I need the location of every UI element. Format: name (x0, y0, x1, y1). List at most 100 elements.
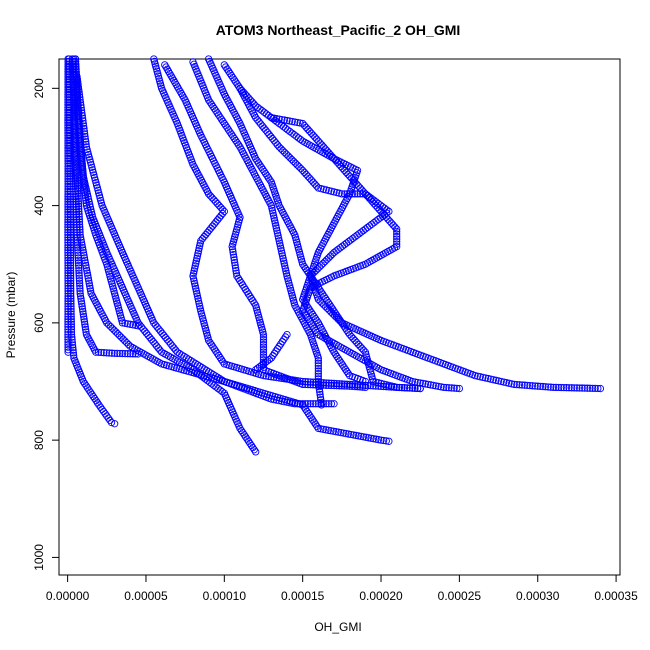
data-point (302, 123, 310, 132)
data-point (263, 128, 272, 136)
data-point (67, 279, 75, 287)
data-point (82, 328, 90, 336)
data-point (78, 152, 86, 160)
data-point (81, 320, 89, 328)
data-point (244, 290, 253, 298)
data-point (338, 382, 346, 390)
data-point (71, 122, 79, 130)
data-point (66, 241, 75, 249)
data-point (171, 346, 180, 354)
data-point (342, 429, 350, 438)
data-point (218, 376, 226, 384)
data-point (110, 326, 118, 334)
data-point (434, 382, 443, 391)
data-point (71, 145, 80, 154)
data-point (340, 382, 349, 390)
data-point (413, 378, 422, 387)
data-point (325, 400, 333, 408)
data-point (64, 182, 72, 191)
data-point (299, 166, 307, 175)
data-point (250, 299, 258, 307)
y-tick-label: 200 (32, 78, 46, 98)
data-point (281, 333, 290, 341)
data-point (66, 251, 75, 259)
data-point (367, 434, 375, 442)
x-tick-label: 0.00005 (124, 589, 168, 603)
data-point (314, 375, 322, 383)
x-tick-label: 0.00015 (281, 589, 325, 603)
data-point (240, 283, 248, 291)
data-point (80, 315, 88, 323)
data-point (306, 400, 315, 408)
data-point (268, 134, 277, 143)
data-point (147, 335, 156, 344)
data-point (262, 372, 270, 380)
data-point (270, 137, 278, 145)
data-point (315, 383, 323, 391)
data-point (351, 382, 359, 391)
data-point (453, 384, 461, 392)
data-point (75, 119, 83, 127)
data-point (146, 333, 154, 342)
data-point (481, 374, 490, 382)
data-point (66, 246, 75, 254)
data-point (74, 187, 82, 195)
data-point (75, 269, 83, 277)
data-point (505, 379, 513, 387)
data-point (355, 230, 363, 238)
data-point (76, 292, 85, 300)
data-point (160, 331, 168, 340)
data-point (324, 254, 333, 262)
data-point (216, 386, 224, 394)
data-point (74, 195, 82, 203)
data-point (349, 334, 357, 343)
data-point (71, 143, 80, 151)
data-point (282, 150, 291, 158)
data-point (332, 247, 340, 255)
data-point (78, 114, 87, 122)
data-point (70, 117, 79, 125)
data-point (156, 327, 165, 335)
data-point (66, 254, 75, 262)
data-point (214, 384, 222, 393)
data-point (528, 382, 537, 390)
data-point (110, 420, 119, 428)
data-point (86, 284, 94, 293)
data-point (67, 312, 75, 321)
data-point (322, 400, 330, 408)
data-point (81, 256, 89, 265)
data-point (71, 138, 79, 146)
data-point (231, 261, 239, 269)
data-point (330, 400, 338, 408)
data-point (65, 113, 74, 122)
data-point (76, 129, 84, 137)
data-point (343, 382, 351, 390)
data-point (349, 431, 358, 439)
data-point (384, 215, 392, 223)
data-point (142, 329, 151, 337)
data-point (393, 225, 401, 233)
data-point (121, 349, 129, 358)
data-point (105, 349, 113, 357)
data-point (523, 381, 531, 390)
chart-title: ATOM3 Northeast_Pacific_2 OH_GMI (216, 22, 461, 38)
data-point (68, 341, 77, 349)
data-point (364, 434, 373, 442)
data-point (71, 132, 79, 141)
data-point (108, 349, 116, 357)
data-point (72, 163, 81, 172)
data-point (307, 176, 316, 184)
data-point (165, 338, 173, 346)
data-point (69, 70, 77, 79)
data-point (353, 231, 361, 239)
data-point (76, 223, 84, 231)
data-point (536, 382, 544, 391)
data-point (283, 116, 291, 125)
data-point (541, 383, 550, 391)
data-point (76, 136, 85, 145)
data-point (257, 120, 265, 128)
data-point (327, 381, 336, 390)
data-point (98, 405, 106, 413)
data-point (307, 129, 316, 137)
data-point (319, 259, 327, 267)
